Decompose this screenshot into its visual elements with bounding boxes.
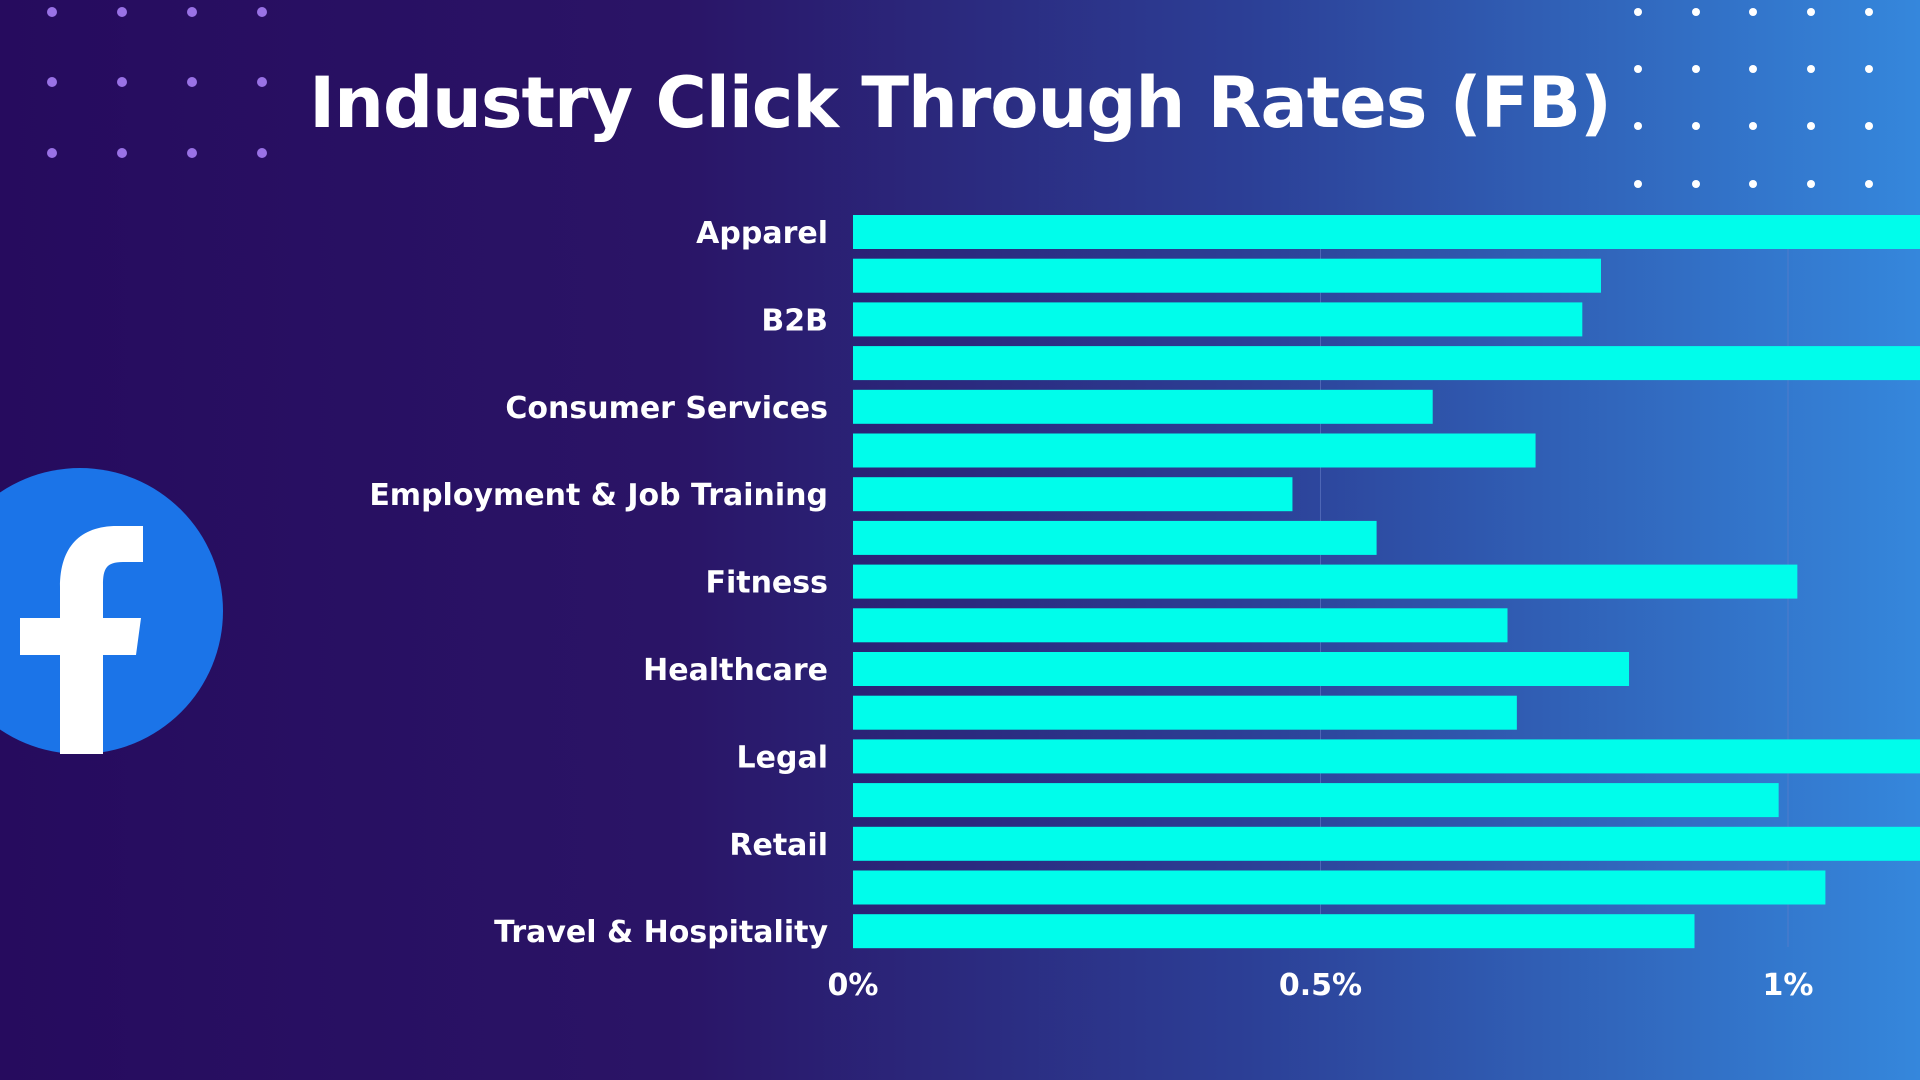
dot-right-2-3	[1807, 122, 1815, 130]
dot-left-0-1	[117, 7, 127, 17]
dot-right-1-3	[1807, 65, 1815, 73]
dot-left-2-3	[257, 148, 267, 158]
bar-1	[853, 258, 1601, 293]
category-label-8: Fitness	[705, 566, 828, 601]
category-label-12: Legal	[737, 740, 828, 775]
x-tick-label-1: 0.5%	[1279, 968, 1362, 1003]
dot-right-2-0	[1634, 122, 1642, 130]
dot-right-2-1	[1692, 122, 1700, 130]
bar-9	[853, 608, 1508, 643]
dot-left-0-0	[47, 7, 57, 17]
dot-right-2-4	[1865, 122, 1873, 130]
bar-13	[853, 783, 1779, 818]
dot-right-3-1	[1692, 180, 1700, 188]
category-label-16: Travel & Hospitality	[494, 915, 828, 950]
dot-right-0-3	[1807, 8, 1815, 16]
dot-right-1-1	[1692, 65, 1700, 73]
dot-right-0-4	[1865, 8, 1873, 16]
dot-right-2-2	[1749, 122, 1757, 130]
dot-left-1-1	[117, 77, 127, 87]
dot-left-0-2	[187, 7, 197, 17]
category-label-4: Consumer Services	[505, 391, 828, 426]
bar-12	[853, 739, 1920, 774]
bar-8	[853, 564, 1798, 599]
bar-14	[853, 826, 1920, 861]
dot-left-0-3	[257, 7, 267, 17]
bar-10	[853, 652, 1630, 686]
dot-left-1-3	[257, 77, 267, 87]
x-tick-label-2: 1%	[1763, 968, 1814, 1003]
dot-right-0-2	[1749, 8, 1757, 16]
bar-2	[853, 302, 1583, 337]
facebook-logo-icon	[0, 468, 223, 754]
dot-left-1-2	[187, 77, 197, 87]
dot-right-0-1	[1692, 8, 1700, 16]
bar-0	[853, 215, 1920, 249]
category-label-0: Apparel	[696, 216, 828, 251]
category-label-2: B2B	[761, 303, 828, 338]
dot-right-1-4	[1865, 65, 1873, 73]
category-label-6: Employment & Job Training	[369, 478, 828, 513]
bar-4	[853, 389, 1433, 424]
bar-5	[853, 433, 1536, 468]
bar-3	[853, 346, 1920, 381]
dot-right-3-2	[1749, 180, 1757, 188]
category-label-14: Retail	[729, 828, 828, 863]
dot-left-2-1	[117, 148, 127, 158]
dot-left-1-0	[47, 77, 57, 87]
x-tick-label-0: 0%	[828, 968, 879, 1003]
logo-circle	[0, 468, 223, 754]
dot-right-3-4	[1865, 180, 1873, 188]
dot-right-3-3	[1807, 180, 1815, 188]
dot-right-0-0	[1634, 8, 1642, 16]
chart-title: Industry Click Through Rates (FB)	[309, 62, 1612, 144]
dot-left-2-0	[47, 148, 57, 158]
bar-16	[853, 914, 1695, 949]
logo-f-glyph	[20, 526, 143, 754]
dot-right-1-0	[1634, 65, 1642, 73]
bar-11	[853, 695, 1517, 730]
bar-15	[853, 870, 1826, 905]
dot-right-1-2	[1749, 65, 1757, 73]
dot-left-2-2	[187, 148, 197, 158]
bar-6	[853, 477, 1293, 512]
category-label-10: Healthcare	[643, 653, 828, 688]
dot-right-3-0	[1634, 180, 1642, 188]
bar-7	[853, 520, 1377, 555]
